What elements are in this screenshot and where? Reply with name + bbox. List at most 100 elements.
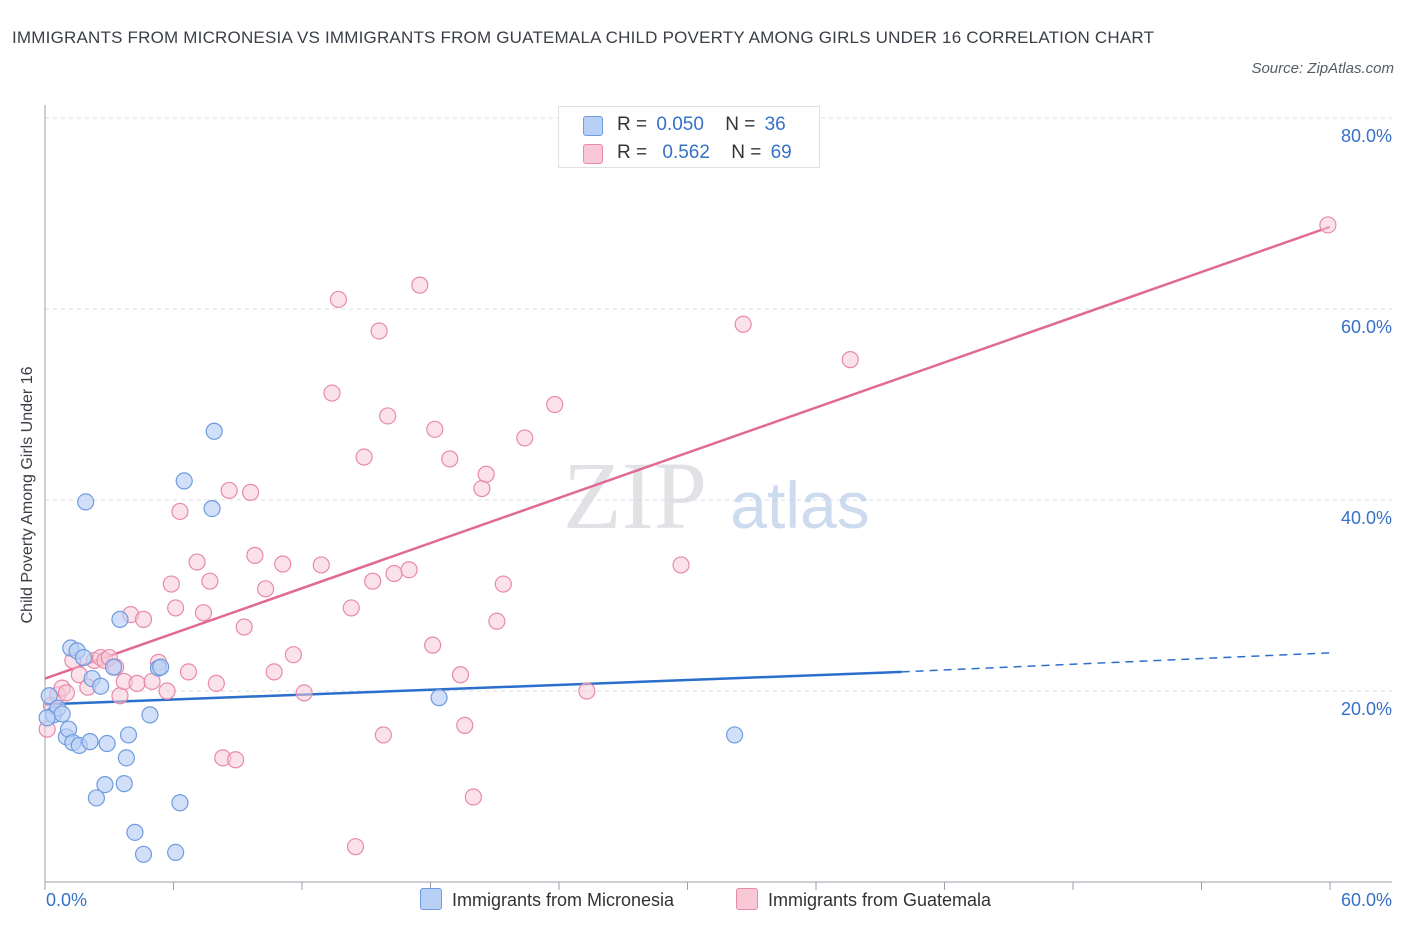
bottom-legend-label-guatemala: Immigrants from Guatemala: [768, 890, 992, 910]
guatemala-points: [38, 216, 1337, 856]
micronesia-point: [92, 677, 110, 695]
y-tick-label: 60.0%: [1340, 317, 1392, 337]
guatemala-point: [385, 564, 403, 583]
micronesia-point: [141, 706, 159, 724]
micronesia-point: [104, 658, 123, 676]
legend-n-label: N =: [731, 142, 762, 163]
guatemala-point: [179, 663, 198, 681]
guatemala-point: [426, 420, 444, 438]
y-tick-label: 20.0%: [1340, 699, 1392, 719]
x-tick-label-min: 0.0%: [46, 890, 88, 910]
micronesia-point: [171, 794, 189, 812]
trend-line-micronesia: [44, 670, 902, 706]
y-tick-label: 80.0%: [1340, 126, 1392, 146]
guatemala-point: [374, 726, 392, 744]
guatemala-point: [194, 604, 213, 622]
guatemala-point: [578, 682, 596, 700]
legend: R = 0.050 N = 36 R = 0.562 N = 69: [558, 106, 820, 168]
micronesia-point: [96, 775, 114, 794]
trend-line-guatemala: [44, 225, 1331, 680]
guatemala-point: [265, 663, 283, 681]
guatemala-point: [400, 561, 418, 579]
guatemala-point: [546, 395, 564, 414]
trend-line-micronesia-extension: [901, 652, 1331, 673]
legend-n-label: N =: [725, 114, 756, 135]
guatemala-point: [284, 646, 303, 664]
bottom-legend-swatch-micronesia: [420, 888, 442, 910]
guatemala-point: [494, 575, 512, 593]
micronesia-point: [74, 648, 93, 667]
guatemala-point: [246, 546, 264, 564]
legend-n-value-micronesia: 36: [764, 114, 786, 135]
guatemala-point: [128, 674, 146, 692]
micronesia-point: [111, 610, 129, 628]
guatemala-point: [329, 290, 348, 309]
guatemala-point: [220, 481, 238, 500]
guatemala-point: [411, 276, 429, 294]
micronesia-point: [430, 689, 448, 707]
guatemala-point: [488, 612, 506, 630]
guatemala-point: [841, 351, 859, 369]
guatemala-point: [295, 684, 313, 702]
micronesia-point: [119, 726, 138, 744]
watermark-zip: ZIP: [563, 442, 707, 549]
legend-r-value-micronesia: 0.050: [656, 114, 704, 135]
bottom-legend-guatemala: Immigrants from Guatemala: [736, 888, 991, 911]
guatemala-point: [379, 407, 397, 425]
micronesia-point: [115, 775, 133, 793]
guatemala-point: [167, 599, 185, 617]
micronesia-point: [53, 705, 71, 723]
guatemala-point: [355, 448, 373, 466]
guatemala-point: [516, 429, 534, 447]
micronesia-point: [134, 845, 153, 863]
guatemala-point: [473, 479, 491, 498]
guatemala-point: [734, 315, 752, 333]
guatemala-point: [672, 556, 690, 574]
micronesia-point: [167, 843, 185, 861]
micronesia-point: [81, 733, 99, 751]
guatemala-point: [188, 553, 206, 571]
micronesia-point: [175, 472, 193, 490]
legend-n-value-guatemala: 69: [770, 142, 792, 163]
guatemala-point: [242, 483, 260, 501]
bottom-legend-micronesia: Immigrants from Micronesia: [420, 888, 674, 911]
x-tick-label-max: 60.0%: [1340, 890, 1392, 910]
guatemala-point: [134, 610, 153, 628]
micronesia-point: [203, 499, 221, 518]
guatemala-point: [274, 555, 292, 573]
micronesia-point: [152, 658, 170, 676]
chart-title: IMMIGRANTS FROM MICRONESIA VS IMMIGRANTS…: [12, 28, 1155, 47]
legend-r-label: R =: [617, 142, 648, 163]
guatemala-point: [57, 684, 76, 702]
bottom-legend-label-micronesia: Immigrants from Micronesia: [452, 890, 675, 910]
guatemala-point: [323, 384, 341, 402]
trend-lines: [44, 225, 1331, 706]
y-tick-label: 40.0%: [1340, 508, 1392, 528]
guatemala-point: [1319, 216, 1337, 234]
guatemala-point: [312, 556, 330, 574]
guatemala-point: [171, 502, 189, 521]
guatemala-point: [111, 687, 129, 705]
watermark: ZIP atlas: [563, 442, 870, 549]
guatemala-point: [364, 572, 382, 590]
guatemala-point: [464, 788, 482, 806]
micronesia-point: [87, 789, 106, 807]
guatemala-point: [256, 580, 275, 598]
micronesia-point: [38, 709, 56, 727]
micronesia-point: [40, 687, 58, 705]
legend-r-label: R =: [617, 114, 648, 135]
guatemala-point: [370, 322, 388, 340]
gridlines: [45, 117, 1392, 692]
guatemala-point: [207, 674, 225, 692]
guatemala-point: [162, 575, 180, 593]
legend-swatch-guatemala: [583, 144, 603, 164]
axes: [44, 105, 1392, 890]
guatemala-point: [441, 450, 459, 468]
guatemala-point: [346, 838, 365, 856]
source-note: Source: ZipAtlas.com: [1251, 60, 1394, 77]
micronesia-point: [126, 823, 144, 841]
guatemala-point: [456, 716, 474, 734]
guatemala-point: [158, 682, 176, 700]
guatemala-point: [477, 465, 495, 483]
